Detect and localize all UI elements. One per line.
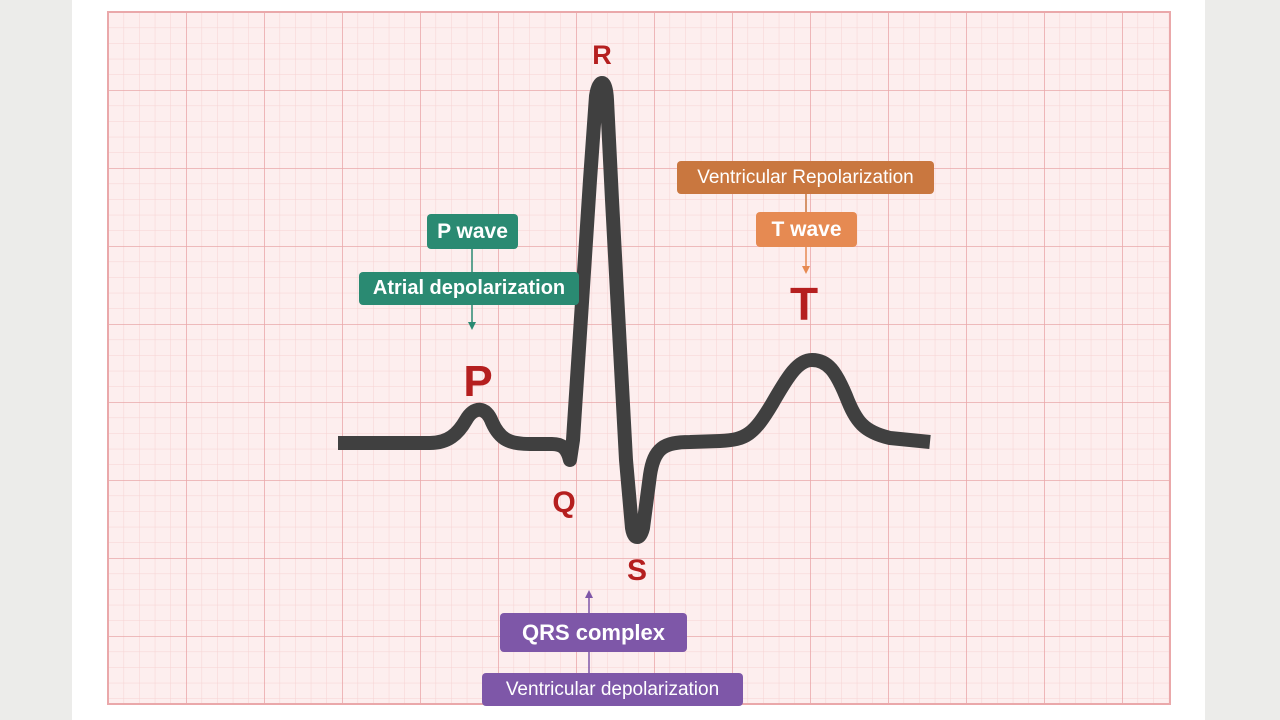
t-arrow-head — [802, 266, 810, 274]
p-wave-letter: P — [463, 357, 492, 406]
ventricular-depolarization-tag: Ventricular depolarization — [482, 673, 743, 706]
t-wave-letter: T — [790, 278, 818, 330]
connector-lines — [468, 194, 810, 674]
qrs-arrow-head — [585, 590, 593, 598]
q-point-label: Q — [552, 486, 575, 519]
p-arrow-head — [468, 322, 476, 330]
t-wave-tag: T wave — [756, 212, 857, 247]
qrs-complex-tag: QRS complex — [500, 613, 687, 652]
ventricular-repolarization-tag: Ventricular Repolarization — [677, 161, 934, 194]
ecg-trace — [338, 76, 931, 544]
ecg-grid — [107, 11, 1171, 705]
s-point-label: S — [627, 554, 647, 587]
p-wave-tag: P wave — [427, 214, 518, 249]
atrial-depolarization-tag: Atrial depolarization — [359, 272, 579, 305]
r-peak-label: R — [592, 40, 612, 70]
wave-letters: R Q S P T — [463, 40, 818, 587]
grid-major-lines — [108, 12, 1170, 704]
